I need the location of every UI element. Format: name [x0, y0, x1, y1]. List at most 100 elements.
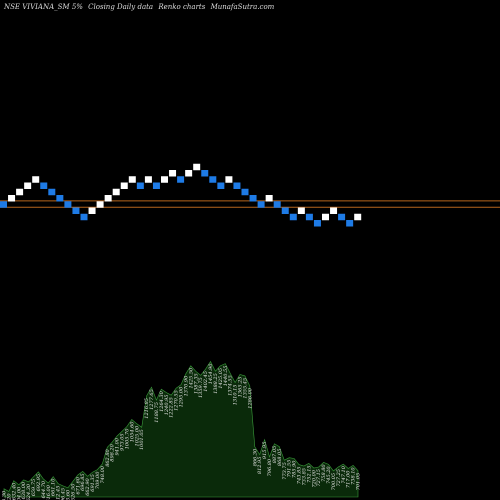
- volume-value-label: 862.80: [105, 448, 111, 466]
- renko-brick-up: [193, 163, 201, 171]
- volume-value-label: 1359.75: [198, 377, 204, 398]
- symbol-label: NSE VIVIANA_SM 5%: [4, 3, 83, 11]
- volume-value-label: 709.00: [95, 471, 101, 489]
- renko-brick-up: [330, 207, 338, 214]
- renko-brick-up: [161, 176, 168, 183]
- renko-brick-down: [241, 188, 249, 196]
- volume-value-label: 692.95: [36, 474, 42, 492]
- volume-value-label: 745.20: [326, 466, 332, 484]
- volume-value-label: 558.20: [6, 493, 12, 500]
- volume-value-label: 1270.55: [174, 390, 180, 411]
- volume-value-label: 973.05: [120, 433, 126, 451]
- renko-brick-up: [128, 176, 136, 183]
- renko-brick-up: [16, 188, 24, 196]
- volume-value-label: 1264.30: [159, 390, 165, 411]
- volume-value-label: 1370.90: [183, 375, 189, 396]
- volume-value-label: 887.05: [272, 446, 278, 464]
- renko-brick-down: [233, 182, 241, 189]
- volume-value-label: 576.30: [2, 490, 8, 500]
- renko-brick-down: [80, 213, 88, 221]
- renko-brick-up: [8, 195, 16, 202]
- volume-value-label: 1425.50: [188, 367, 194, 388]
- renko-brick-up: [112, 188, 120, 196]
- volume-value-label: 638.00: [21, 481, 27, 499]
- renko-brick-up: [88, 207, 96, 214]
- renko-brick-down: [56, 195, 64, 202]
- volume-value-label: 941.00: [115, 437, 121, 455]
- volume-value-label: 1425.05: [218, 368, 224, 389]
- volume-value-label: 1454.90: [208, 363, 214, 384]
- volume-value-label: 1277.65: [149, 389, 155, 410]
- volume-value-label: 748.00: [100, 465, 106, 483]
- volume-value-label: 626.50: [70, 483, 76, 500]
- volume-value-label: 1295.00: [179, 386, 185, 407]
- renko-brick-down: [338, 213, 346, 221]
- reference-lines-layer: [0, 200, 500, 208]
- volume-value-label: 1025.00: [134, 425, 140, 446]
- volume-value-label: 1188.75: [154, 402, 160, 423]
- volume-value-label: 1374.55: [228, 375, 234, 396]
- renko-brick-down: [48, 188, 56, 196]
- volume-value-label: 691.35: [90, 474, 96, 492]
- volume-value-label: 644.70: [41, 480, 47, 498]
- volume-value-label: 1286.00: [247, 387, 253, 408]
- volume-value-label: 796.80: [267, 458, 273, 476]
- renko-brick-up: [144, 176, 152, 183]
- renko-brick-up: [104, 195, 112, 202]
- renko-brick-down: [289, 213, 297, 221]
- volume-value-label: 700.05: [331, 473, 337, 491]
- volume-value-label: 743.85: [297, 467, 303, 485]
- renko-brick-up: [297, 207, 305, 214]
- chart-type-label: Renko charts: [158, 3, 206, 11]
- renko-brick-down: [177, 176, 185, 183]
- volume-value-label: 1001.05: [139, 429, 145, 450]
- volume-area: [3, 360, 359, 498]
- renko-brick-down: [249, 195, 257, 202]
- volume-value-label: 616.00: [46, 484, 52, 500]
- renko-brick-up: [322, 213, 329, 221]
- site-label: MunafaSutra.com: [210, 3, 275, 11]
- renko-brick-down: [64, 201, 72, 208]
- volume-value-label: 752.15: [306, 465, 312, 483]
- renko-brick-up: [120, 182, 128, 189]
- volume-value-label: 1240.95: [164, 395, 170, 416]
- renko-brick-down: [152, 182, 160, 189]
- renko-brick-down: [313, 220, 321, 227]
- volume-value-label: 1355.45: [242, 378, 248, 399]
- volume-value-label: 701.05: [356, 473, 362, 491]
- volume-value-label: 915.95: [262, 442, 268, 460]
- volume-value-label: 632.40: [11, 482, 17, 500]
- volume-value-label: 727.25: [336, 469, 342, 487]
- volume-value-label: 866.30: [252, 448, 258, 466]
- volume-value-label: 696.85: [80, 473, 86, 491]
- volume-value-label: 898.20: [110, 443, 116, 461]
- volume-value-label: 1402.45: [203, 371, 209, 392]
- renko-brick-down: [201, 170, 209, 177]
- renko-brick-up: [169, 170, 177, 177]
- renko-brick-down: [72, 207, 80, 214]
- renko-brick-down: [136, 182, 144, 189]
- volume-value-label: 727.15: [316, 469, 322, 487]
- volume-value-label: 662.90: [85, 477, 91, 495]
- volume-value-label: 1310.15: [233, 385, 239, 406]
- renko-brick-down: [209, 176, 217, 183]
- renko-brick-down: [273, 201, 281, 208]
- renko-bricks-layer: [0, 163, 362, 227]
- renko-brick-up: [96, 201, 104, 208]
- volume-value-label: 868.05: [277, 449, 283, 467]
- chart-header: NSE VIVIANA_SM 5% Closing Daily data Ren…: [4, 3, 277, 11]
- volume-value-label: 1388.25: [213, 373, 219, 394]
- renko-brick-up: [185, 170, 193, 177]
- renko-brick-up: [265, 195, 273, 202]
- renko-brick-down: [257, 201, 265, 208]
- volume-value-label: 733.85: [301, 468, 307, 486]
- volume-value-label: 596.45: [61, 488, 67, 500]
- volume-value-label: 738.10: [351, 467, 357, 485]
- volume-value-label: 671.60: [75, 476, 81, 494]
- volume-area-layer: [3, 360, 359, 498]
- renko-brick-down: [346, 220, 354, 227]
- volume-value-label: 717.00: [346, 470, 352, 488]
- volume-value-label: 1387.35: [193, 373, 199, 394]
